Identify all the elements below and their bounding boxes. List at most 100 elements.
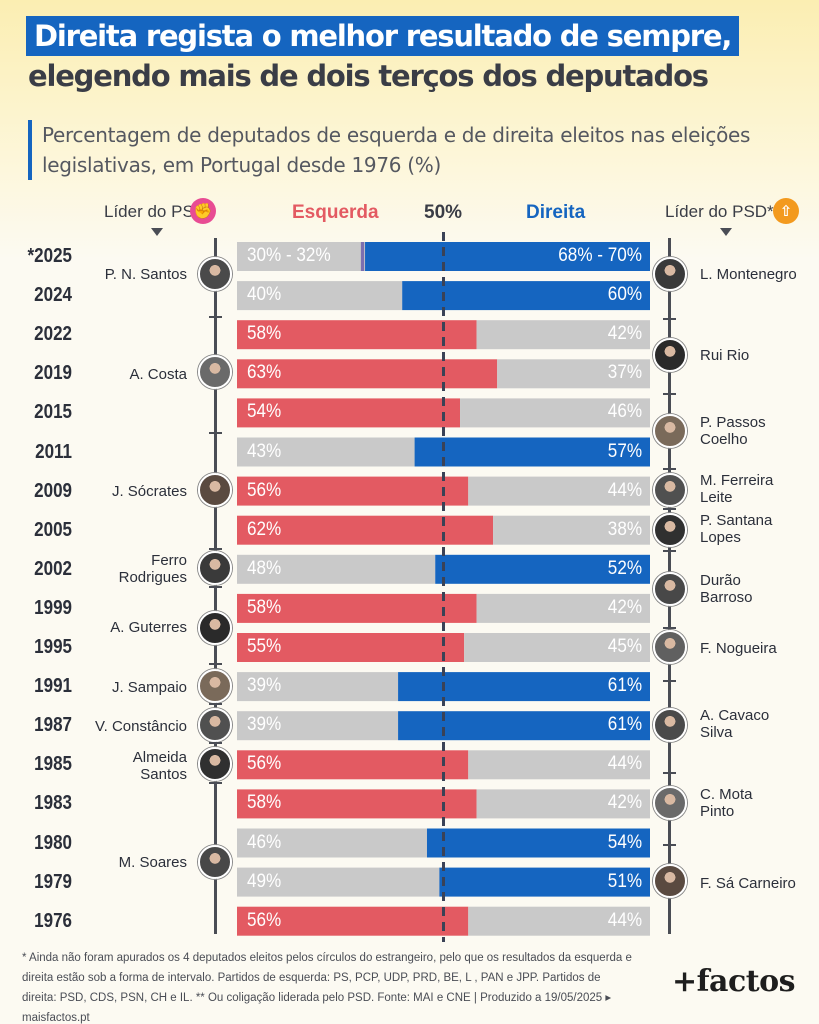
ps-leader-name: A. Costa [129, 366, 187, 383]
ps-term-divider [209, 548, 222, 550]
title-line-2: elegendo mais de dois terços dos deputad… [28, 59, 709, 93]
year-label: 2005 [34, 518, 72, 541]
year-label: 2022 [34, 323, 72, 346]
brand-logo: +factos [672, 964, 796, 999]
direita-value-label: 38% [607, 518, 642, 540]
ps-leader-header: Líder do PS [104, 202, 194, 221]
psd-leader-name: Durão Barroso [700, 572, 753, 606]
year-label: 2024 [34, 284, 72, 307]
direita-value-label: 42% [607, 596, 642, 618]
year-label: 1976 [34, 909, 72, 932]
esquerda-value-label: 40% [247, 284, 282, 306]
ps-leader-name: J. Sampaio [111, 679, 187, 696]
psd-leader-name: F. Sá Carneiro [700, 875, 796, 892]
ps-term-divider [209, 432, 222, 434]
psd-term-divider [663, 508, 676, 510]
direita-value-label: 42% [607, 323, 642, 345]
esquerda-value-label: 58% [247, 323, 282, 345]
psd-leader-name: F. Nogueira [700, 640, 777, 657]
esquerda-value-label: 58% [247, 596, 282, 618]
uncertainty-band [360, 242, 365, 271]
ps-term-divider [209, 586, 222, 588]
ps-leader-name: J. Sócrates [111, 483, 187, 500]
year-label: 2019 [34, 362, 72, 385]
ps-term-divider [209, 742, 222, 744]
psd-leader-avatar [653, 708, 687, 742]
subtitle: Percentagem de deputados de esquerda e d… [28, 120, 768, 180]
psd-leader-avatar [653, 414, 687, 448]
esquerda-value-label: 55% [247, 636, 282, 657]
psd-leader-name: Rui Rio [700, 347, 750, 364]
ps-leader-avatar [198, 257, 232, 291]
esquerda-value-label: 49% [247, 870, 282, 892]
year-label: 1979 [34, 870, 72, 893]
esquerda-value-label: 30% - 32% [247, 245, 331, 266]
psd-leader-header: Líder do PSD** [665, 202, 781, 221]
esquerda-value-label: 58% [247, 792, 282, 814]
chevron-down-icon [720, 228, 732, 236]
direita-value-label: 51% [607, 870, 642, 892]
ps-term-divider [209, 316, 222, 318]
psd-leader-name: P. Passos Coelho [700, 414, 766, 448]
year-label: 1983 [34, 792, 72, 815]
ps-leader-avatar [198, 747, 232, 781]
psd-leader-avatar [653, 257, 687, 291]
ps-leader-avatar [198, 611, 232, 645]
direita-value-label: 46% [607, 401, 642, 423]
psd-leader-name: M. Ferreira Leite [700, 472, 774, 506]
title-block: Direita regista o melhor resultado de se… [26, 16, 806, 96]
ps-leader-avatar [198, 845, 232, 879]
psd-leader-avatar [653, 338, 687, 372]
midpoint-header: 50% [424, 202, 463, 223]
title-line-1: Direita regista o melhor resultado de se… [26, 16, 740, 56]
direita-value-label: 54% [607, 831, 642, 853]
ps-leader-name: A. Guterres [110, 619, 187, 636]
direita-value-label: 37% [607, 362, 642, 384]
direita-header: Direita [526, 202, 586, 223]
direita-value-label: 61% [607, 714, 642, 736]
psd-leader-avatar [653, 786, 687, 820]
esquerda-value-label: 46% [247, 831, 282, 853]
year-label: 1985 [34, 753, 72, 776]
direita-value-label: 44% [607, 753, 642, 775]
ps-leader-name: Almeida Santos [132, 749, 187, 783]
psd-leader-name: L. Montenegro [700, 266, 797, 283]
direita-value-label: 52% [607, 557, 642, 579]
esquerda-value-label: 56% [247, 479, 282, 501]
psd-term-divider [663, 393, 676, 395]
psd-term-divider [663, 550, 676, 552]
ps-leader-avatar [198, 355, 232, 389]
psd-leader-avatar [653, 864, 687, 898]
ps-leader-name: Ferro Rodrigues [118, 552, 187, 586]
ps-leader-name: M. Soares [118, 854, 187, 871]
direita-value-label: 42% [607, 792, 642, 814]
psd-term-divider [663, 468, 676, 470]
psd-term-divider [663, 680, 676, 682]
psd-term-divider [663, 772, 676, 774]
arrow-up-icon: ⇧ [773, 198, 799, 224]
year-label: 2015 [34, 401, 72, 424]
psd-leader-name: C. Mota Pinto [700, 786, 753, 820]
psd-leader-avatar [653, 572, 687, 606]
direita-value-label: 61% [607, 675, 642, 697]
psd-leader-avatar [653, 473, 687, 507]
fist-rose-icon: ✊ [190, 198, 216, 224]
year-label: 2002 [34, 557, 72, 580]
direita-value-label: 44% [607, 909, 642, 931]
esquerda-value-label: 63% [247, 362, 282, 384]
psd-leader-avatar [653, 630, 687, 664]
ps-term-divider [209, 703, 222, 705]
ps-leader-avatar [198, 473, 232, 507]
esquerda-value-label: 62% [247, 518, 282, 540]
direita-value-label: 57% [607, 440, 642, 462]
esquerda-value-label: 56% [247, 753, 282, 775]
esquerda-value-label: 48% [247, 557, 282, 579]
year-label: 2011 [35, 440, 72, 463]
psd-leader-name: P. Santana Lopes [700, 512, 773, 546]
ps-leader-name: P. N. Santos [104, 266, 187, 283]
ps-leader-name: V. Constâncio [94, 718, 187, 735]
direita-value-label: 60% [607, 284, 642, 306]
esquerda-value-label: 54% [247, 401, 282, 423]
ps-term-divider [209, 782, 222, 784]
year-label: 1991 [34, 675, 72, 698]
